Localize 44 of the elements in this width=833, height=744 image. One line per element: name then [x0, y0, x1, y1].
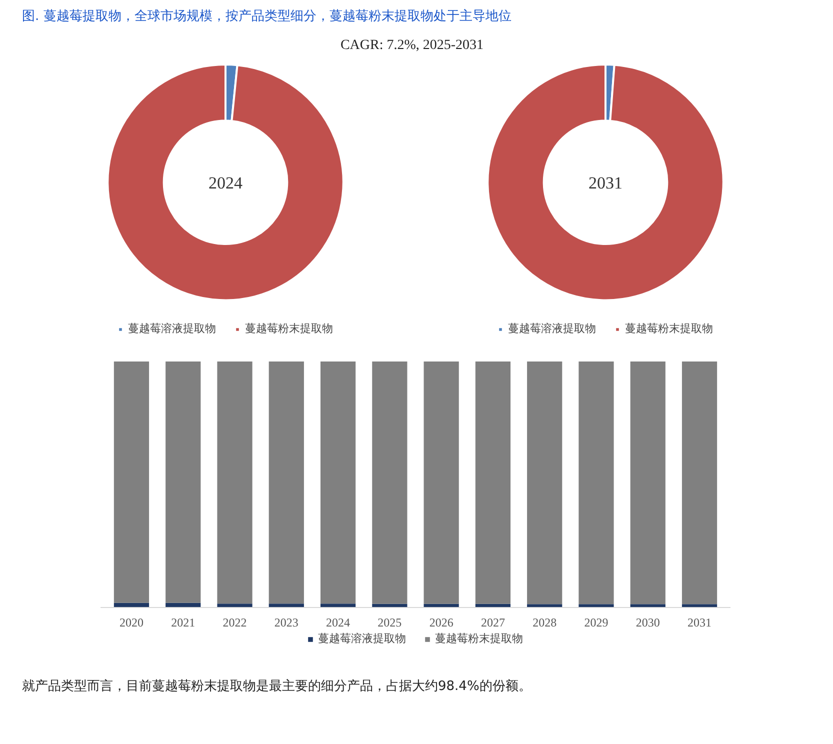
x-tick-label: 2020: [119, 615, 144, 630]
x-tick-label: 2028: [532, 615, 557, 630]
x-tick-label: 2023: [274, 615, 298, 630]
bar: [268, 362, 304, 604]
bar: [166, 362, 201, 603]
x-tick-label: 2030: [636, 615, 660, 630]
legend-label: 蔓越莓溶液提取物: [318, 631, 406, 646]
x-tick-label: 2027: [480, 615, 505, 630]
legend-label: 蔓越莓粉末提取物: [435, 631, 523, 646]
bar: [630, 604, 666, 608]
bar: [217, 362, 252, 604]
legend-label: 蔓越莓粉末提取物: [245, 321, 333, 336]
legend-label: 蔓越莓溶液提取物: [508, 321, 596, 336]
bar: [217, 604, 252, 608]
bar: [682, 604, 718, 608]
bar: [424, 362, 459, 604]
x-tick-label: 2029: [584, 615, 608, 630]
bar: [320, 604, 356, 608]
legend-label: 蔓越莓溶液提取物: [128, 321, 216, 336]
x-tick-label: 2024: [326, 615, 350, 630]
text: 就产品类型而言，目前蔓越莓粉末提取物是最主要的细分产品，占据大约98.4%的份额。: [22, 678, 532, 696]
text: 2024: [208, 173, 243, 192]
x-tick-label: 2025: [378, 615, 402, 630]
text: CAGR: 7.2%, 2025-2031: [340, 37, 484, 55]
bar: [630, 362, 666, 604]
chart-title: 图. 蔓越莓提取物，全球市场规模，按产品类型细分，蔓越莓粉末提取物处于主导地位: [22, 8, 512, 26]
x-tick-label: 2026: [429, 615, 454, 630]
bar: [268, 604, 304, 608]
legend-label: 蔓越莓粉末提取物: [625, 321, 713, 336]
x-tick-label: 2031: [688, 615, 712, 630]
x-tick-label: 2022: [222, 615, 247, 630]
x-tick-label: 2021: [171, 615, 196, 630]
bar: [475, 362, 511, 604]
bar: [682, 362, 718, 604]
bar: [527, 604, 562, 608]
bar: [372, 362, 408, 604]
bar: [114, 362, 150, 603]
bar: [320, 362, 356, 604]
bar: [166, 602, 201, 608]
bar: [578, 604, 614, 608]
bar: [578, 362, 614, 604]
bar: [527, 362, 562, 604]
bar: [114, 602, 150, 608]
text: 2031: [588, 173, 622, 192]
